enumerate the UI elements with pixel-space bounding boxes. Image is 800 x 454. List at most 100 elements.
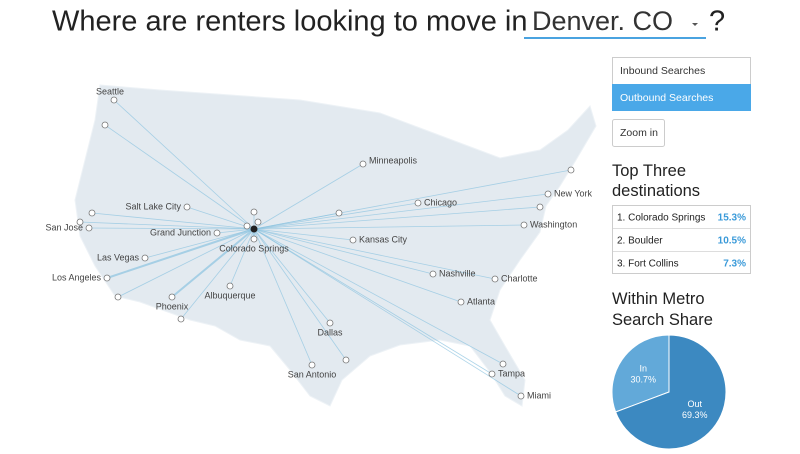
route-line	[117, 228, 255, 298]
city-point	[414, 199, 422, 207]
city-point	[250, 235, 258, 243]
city-point	[544, 190, 552, 198]
city-label: Los Angeles	[52, 272, 102, 282]
city-label: Colorado Springs	[219, 243, 289, 253]
city-label: New York	[554, 188, 593, 198]
city-points: Seattle Minneapolis Salt Lake City Chicago N…	[45, 86, 592, 400]
city-label: Chicago	[424, 197, 457, 207]
controls: Inbound Searches Outbound Searches Zoom …	[612, 57, 751, 147]
route-line	[144, 228, 255, 259]
destination-name: 3. Fort Collins	[617, 259, 679, 270]
city-label: Albuquerque	[204, 290, 255, 300]
route-line	[253, 228, 522, 397]
city-point	[488, 370, 496, 378]
city-point	[250, 208, 258, 216]
destination-name: 2. Boulder	[617, 236, 663, 247]
slice-label: In	[639, 364, 647, 374]
city-point	[114, 293, 122, 301]
city-point	[243, 222, 251, 230]
route-line	[186, 206, 255, 230]
city-point	[103, 274, 111, 282]
city-point	[85, 224, 93, 232]
city-label: San Jose	[45, 222, 83, 232]
destination-name: 1. Colorado Springs	[617, 213, 705, 224]
destination-share: 15.3%	[718, 213, 746, 224]
city-label: Tampa	[498, 368, 525, 378]
route-line	[253, 228, 313, 366]
city-point	[335, 209, 343, 217]
inbound-button[interactable]	[612, 57, 751, 85]
origin-point	[250, 225, 258, 233]
us-map	[74, 84, 597, 407]
route-line	[253, 228, 504, 365]
location-select[interactable]: Denver. CO	[524, 6, 706, 39]
city-point	[349, 236, 357, 244]
route-line	[253, 228, 493, 375]
city-point	[536, 203, 544, 211]
city-point	[168, 293, 176, 301]
route-line	[229, 228, 255, 287]
route-line	[253, 224, 525, 230]
inbound-label[interactable]: Inbound Searches	[620, 65, 705, 77]
city-point	[517, 392, 525, 400]
city-point	[491, 275, 499, 283]
city-point	[520, 221, 528, 229]
city-label: Kansas City	[359, 234, 408, 244]
route-line	[91, 212, 255, 230]
route-line	[253, 228, 496, 280]
city-label: Seattle	[96, 86, 124, 96]
route-lines	[79, 99, 572, 397]
outbound-button[interactable]	[612, 84, 751, 111]
city-label: Atlanta	[467, 296, 495, 306]
city-point	[326, 319, 334, 327]
city-label: San Antonio	[288, 369, 337, 379]
city-label: Grand Junction	[150, 227, 211, 237]
route-line	[253, 228, 347, 361]
city-point	[254, 218, 262, 226]
city-label: Dallas	[317, 327, 343, 337]
pie-slice	[611, 334, 670, 413]
city-point	[177, 315, 185, 323]
route-line	[253, 169, 572, 230]
route-line	[180, 228, 255, 320]
route-line	[253, 228, 462, 303]
route-line	[253, 228, 331, 324]
city-point	[499, 360, 507, 368]
city-point	[429, 270, 437, 278]
route-line	[113, 99, 255, 230]
zoom-button[interactable]	[612, 119, 665, 147]
city-label: Phoenix	[156, 301, 189, 311]
city-label: Minneapolis	[369, 155, 418, 165]
city-point	[567, 166, 575, 174]
outbound-label[interactable]: Outbound Searches	[620, 92, 713, 104]
city-point	[183, 203, 191, 211]
city-point	[141, 254, 149, 262]
section-title: Within Metro Search Share	[612, 290, 713, 329]
route-line	[106, 228, 255, 279]
route-line	[79, 221, 255, 230]
title-suffix: ?	[709, 6, 725, 38]
destination-share: 10.5%	[718, 236, 746, 247]
dropdown-caret	[692, 23, 698, 26]
route-line	[253, 206, 541, 230]
city-label: Washington	[530, 219, 577, 229]
city-point	[359, 160, 367, 168]
city-point	[226, 282, 234, 290]
city-label: Nashville	[439, 268, 476, 278]
route-line	[88, 227, 255, 230]
route-line	[253, 228, 354, 241]
route-line	[253, 193, 549, 230]
city-point	[110, 96, 118, 104]
city-label: Salt Lake City	[125, 201, 181, 211]
zoom-label[interactable]: Zoom in	[620, 127, 658, 139]
route-line	[171, 228, 255, 298]
route-line	[216, 228, 255, 234]
city-point	[101, 121, 109, 129]
destination-share: 7.3%	[723, 259, 746, 270]
slice-value: 30.7%	[630, 375, 656, 385]
city-point	[213, 229, 221, 237]
city-point	[88, 209, 96, 217]
city-point	[457, 298, 465, 306]
location-value[interactable]: Denver. CO	[532, 6, 673, 36]
